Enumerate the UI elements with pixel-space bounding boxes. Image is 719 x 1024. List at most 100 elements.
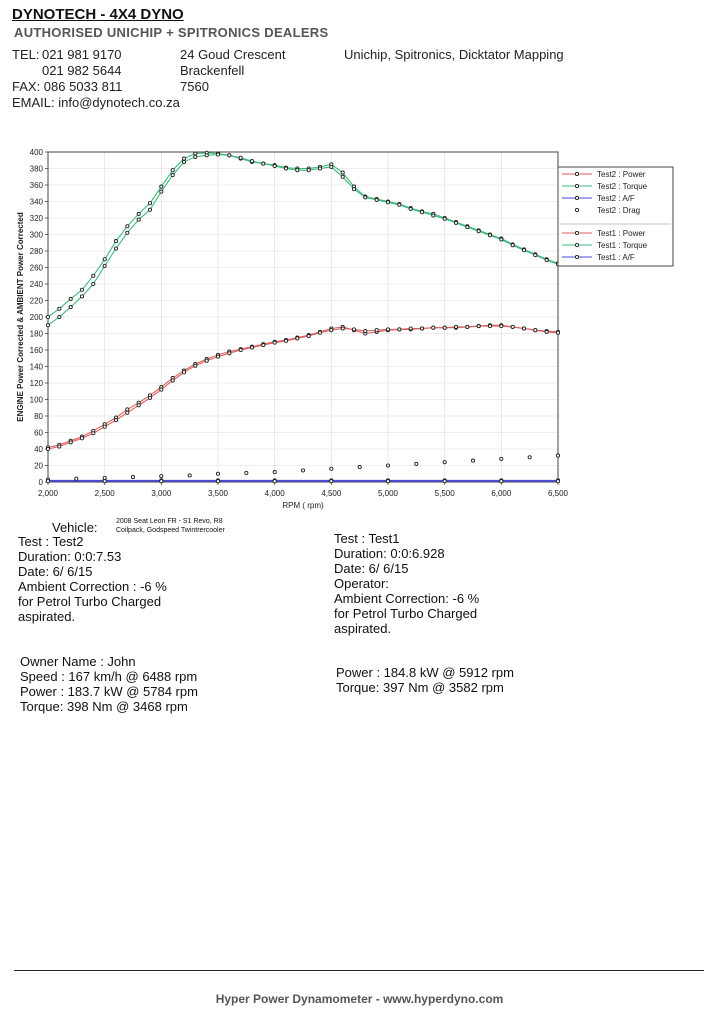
legend-marker	[574, 195, 580, 201]
tel-number-2: 021 982 5644	[42, 63, 122, 78]
data-point	[102, 424, 107, 429]
legend-label: Test2 : A/F	[597, 194, 635, 203]
chart-grid	[47, 151, 559, 483]
data-point	[136, 217, 141, 222]
data-point	[527, 455, 532, 460]
legend-marker	[574, 171, 580, 177]
data-point	[272, 479, 277, 484]
data-point	[385, 327, 391, 332]
data-point	[102, 475, 107, 480]
data-point	[57, 314, 62, 320]
test1-power: Power : 184.8 kW @ 5912 rpm	[336, 665, 514, 680]
data-point	[453, 220, 459, 225]
data-point	[170, 378, 175, 383]
data-point	[442, 460, 447, 465]
y-tick-label: 380	[30, 165, 44, 174]
data-point	[357, 465, 362, 470]
x-tick-label: 2,000	[38, 489, 59, 498]
test2-name: Test : Test2	[18, 534, 84, 549]
data-point	[487, 324, 493, 329]
data-point	[374, 197, 379, 202]
data-point	[408, 206, 413, 211]
series-line	[47, 325, 559, 450]
data-point	[442, 479, 447, 484]
data-point	[329, 328, 334, 333]
data-point	[295, 168, 300, 173]
data-point	[102, 263, 107, 268]
data-point	[499, 324, 504, 329]
tel-number-1: 021 981 9170	[42, 47, 122, 62]
data-point	[533, 328, 538, 333]
data-point	[187, 473, 192, 478]
vehicle-label: Vehicle:	[52, 520, 98, 535]
data-point	[215, 471, 221, 476]
series-line	[47, 152, 559, 318]
data-point	[130, 475, 136, 480]
address-line-2: Brackenfell	[180, 63, 245, 78]
data-point	[102, 257, 107, 262]
series-line	[47, 324, 559, 448]
data-point	[113, 246, 119, 251]
data-point	[215, 152, 221, 157]
data-point	[227, 153, 232, 158]
test2-speed: Speed : 167 km/h @ 6488 rpm	[20, 669, 198, 684]
data-point	[215, 354, 221, 359]
data-point	[533, 253, 538, 258]
vehicle-line-1: 2008 Seat Leon FR - S1 Revo, R8	[116, 518, 223, 525]
data-point	[170, 173, 175, 178]
data-point	[125, 407, 130, 412]
data-point	[181, 159, 187, 164]
data-point	[45, 479, 51, 484]
data-point	[510, 243, 515, 248]
legend-box	[557, 166, 674, 267]
series-test1-a-f	[45, 479, 561, 484]
data-point	[147, 201, 153, 206]
x-tick-label: 2,500	[95, 489, 116, 498]
data-point	[125, 410, 130, 415]
data-point	[45, 323, 51, 328]
tel-label: TEL:	[12, 47, 40, 62]
y-tick-label: 180	[30, 330, 44, 339]
legend-label: Test1 : A/F	[597, 253, 635, 262]
data-point	[340, 174, 345, 179]
email-address: EMAIL: info@dynotech.co.za	[12, 95, 180, 110]
data-point	[272, 163, 277, 169]
data-point	[45, 446, 51, 452]
data-point	[125, 224, 130, 229]
legend-label: Test1 : Power	[597, 229, 646, 238]
data-point	[476, 229, 481, 234]
data-point	[397, 202, 402, 207]
x-tick-label: 4,000	[265, 489, 286, 498]
y-tick-label: 200	[30, 313, 44, 322]
fax-number: FAX: 086 5033 811	[12, 79, 123, 94]
data-point	[419, 210, 425, 215]
y-tick-label: 20	[34, 462, 43, 471]
data-point	[419, 326, 425, 331]
data-point	[136, 403, 141, 408]
data-point	[181, 370, 187, 375]
x-ticks: 2,000 2,500 3,000 3,500 4,000 4,500 5,000 5,500…	[38, 482, 569, 498]
legend-marker	[574, 254, 580, 260]
y-tick-label: 360	[30, 181, 44, 190]
test1-aspirated: aspirated.	[334, 621, 392, 636]
data-point	[385, 479, 391, 484]
data-point	[385, 463, 391, 468]
test1-torque: Torque: 397 Nm @ 3582 rpm	[336, 680, 504, 695]
data-point	[159, 189, 164, 194]
data-point	[272, 470, 277, 475]
y-tick-label: 80	[34, 412, 43, 421]
data-point	[306, 333, 311, 339]
data-point	[159, 184, 164, 189]
data-point	[300, 468, 306, 473]
test2-aspirated: aspirated.	[18, 609, 76, 624]
x-tick-label: 3,500	[208, 489, 229, 498]
data-point	[68, 440, 73, 445]
footer-text: Hyper Power Dynamometer - www.hyperdyno.…	[215, 992, 504, 1006]
data-point	[476, 324, 481, 329]
data-point	[510, 324, 515, 329]
data-point	[68, 305, 73, 310]
test2-petrol: for Petrol Turbo Charged	[18, 594, 162, 609]
series-test2-drag	[45, 453, 561, 482]
data-point	[431, 213, 436, 218]
data-point	[79, 294, 85, 299]
